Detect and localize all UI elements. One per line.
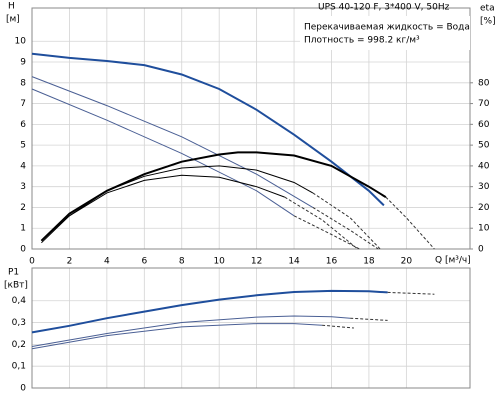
chart-title: UPS 40-120 F, 3*400 V, 50Hz	[318, 3, 450, 13]
curve	[31, 315, 351, 347]
y2-tick-label: 40	[478, 161, 490, 171]
info-line: Перекачиваемая жидкость = Вода	[304, 23, 470, 33]
plot-frame	[31, 267, 471, 389]
x-tick-label: 14	[288, 257, 300, 267]
y2-tick-label: 60	[478, 120, 490, 130]
y-tick-label: 1	[20, 224, 26, 234]
curve	[293, 215, 360, 250]
y-tick-label: 4	[20, 161, 26, 171]
y-tick-label: 6	[20, 120, 26, 130]
curve	[350, 317, 388, 321]
y-tick-label: 5	[20, 141, 26, 151]
y-tick-label: 7	[20, 99, 26, 109]
y-tick-label: 3	[20, 182, 26, 192]
y-unit: [м]	[6, 15, 20, 25]
y-tick-label: 9	[20, 58, 26, 68]
y-tick-label: 0,2	[12, 340, 26, 350]
y2-label: eta	[480, 4, 495, 14]
y2-tick-label: 50	[478, 141, 490, 151]
curve	[387, 291, 435, 295]
x-tick-label: 0	[29, 257, 35, 267]
x-tick-label: 10	[213, 257, 225, 267]
curve	[31, 88, 295, 217]
x-tick-label: 2	[67, 257, 73, 267]
curve	[31, 289, 388, 334]
y-label: P1	[8, 268, 19, 278]
y2-tick-label: 10	[478, 224, 490, 234]
curve	[31, 76, 314, 208]
curve	[31, 52, 385, 207]
curve	[41, 174, 285, 244]
x-tick-label: 8	[179, 257, 185, 267]
y-tick-label: 0	[20, 384, 26, 394]
info-line: Плотность = 998.2 кг/м³	[304, 36, 420, 46]
y2-tick-label: 80	[478, 78, 490, 88]
y-tick-label: 0,1	[12, 362, 26, 372]
curve	[41, 165, 314, 242]
curve	[312, 206, 379, 250]
plot-frame	[31, 7, 471, 250]
y-label: H	[8, 2, 15, 12]
y-tick-label: 0	[20, 245, 26, 255]
y2-tick-label: 30	[478, 182, 490, 192]
x-tick-label: 20	[401, 257, 413, 267]
info-box	[300, 16, 470, 50]
y-tick-label: 2	[20, 203, 26, 213]
curve	[284, 196, 359, 250]
y-tick-label: 0,4	[12, 296, 27, 306]
y-tick-label: 0,3	[12, 318, 26, 328]
y-tick-label: 10	[15, 37, 27, 47]
x-tick-label: 18	[363, 257, 375, 267]
y2-tick-label: 20	[478, 203, 490, 213]
x-tick-label: 16	[326, 257, 338, 267]
curve	[385, 196, 435, 250]
x-tick-label: 4	[104, 257, 110, 267]
x-label: Q [м³/ч]	[435, 256, 471, 266]
curve	[31, 323, 323, 350]
y2-tick-label: 0	[478, 245, 484, 255]
y-unit: [кВт]	[4, 281, 28, 291]
y2-unit: [%]	[480, 17, 496, 27]
curve	[322, 324, 354, 329]
y-tick-label: 8	[20, 78, 26, 88]
x-tick-label: 12	[251, 257, 262, 267]
y2-tick-label: 70	[478, 99, 490, 109]
x-tick-label: 6	[141, 257, 147, 267]
